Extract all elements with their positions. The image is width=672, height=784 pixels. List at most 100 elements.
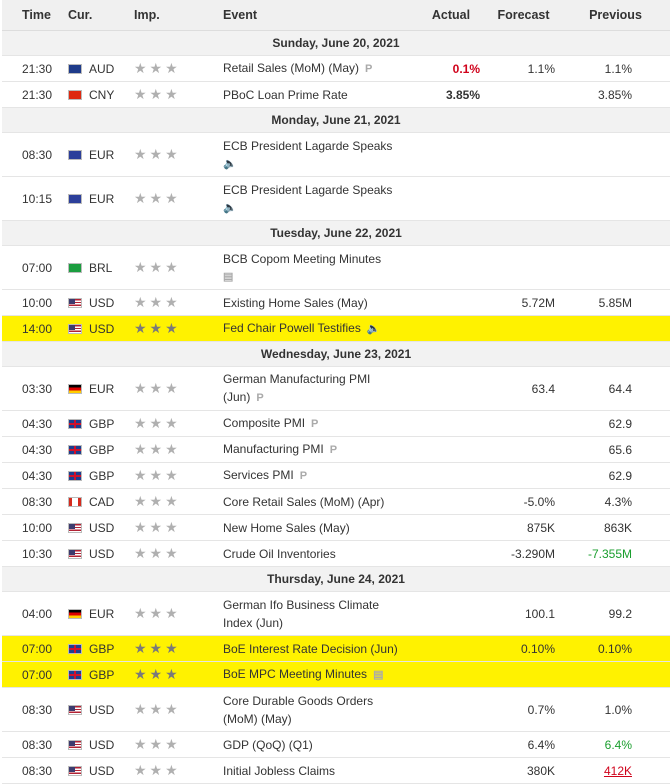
event-link-cont[interactable]: (MoM) (May): [223, 711, 292, 726]
col-event-header[interactable]: Event: [223, 0, 416, 31]
table-row[interactable]: 04:00 EUR ★★★ German Ifo Business Climat…: [2, 591, 670, 636]
col-importance-header[interactable]: Imp.: [134, 0, 223, 31]
previous-value: [561, 176, 670, 221]
event-link[interactable]: Fed Chair Powell Testifies: [223, 321, 361, 335]
star-rating-icon: ★★★: [134, 493, 181, 509]
forecast-value: [486, 462, 561, 489]
preliminary-release-icon: P: [365, 63, 373, 75]
currency-code: EUR: [89, 606, 115, 621]
date-label: Wednesday, June 23, 2021: [2, 341, 670, 367]
event-link[interactable]: BCB Copom Meeting Minutes: [223, 251, 382, 266]
event-link[interactable]: New Home Sales (May): [223, 520, 350, 535]
table-row[interactable]: 07:00 BRL ★★★ BCB Copom Meeting Minutes ▤: [2, 245, 670, 290]
table-row[interactable]: 21:30 CNY ★★★ PBoC Loan Prime Rate 3.85%…: [2, 81, 670, 108]
event-time: 10:00: [2, 289, 68, 316]
table-row-highlighted[interactable]: 07:00 GBP ★★★ BoE MPC Meeting Minutes ▤: [2, 661, 670, 688]
event-name-cell: ECB President Lagarde Speaks 🔈: [223, 132, 416, 177]
event-time: 08:30: [2, 687, 68, 732]
usa-flag-icon: [68, 704, 82, 715]
table-row[interactable]: 10:00 USD ★★★ New Home Sales (May) 875K …: [2, 514, 670, 541]
event-link-cont[interactable]: (Jun): [223, 390, 251, 404]
event-link[interactable]: Core Durable Goods Orders: [223, 693, 374, 708]
table-row[interactable]: 10:30 USD ★★★ Crude Oil Inventories -3.2…: [2, 540, 670, 567]
event-importance: ★★★: [134, 176, 223, 221]
col-currency-header[interactable]: Cur.: [68, 0, 134, 31]
table-row[interactable]: 08:30 CAD ★★★ Core Retail Sales (MoM) (A…: [2, 488, 670, 515]
event-link-cont[interactable]: Index (Jun): [223, 615, 284, 630]
event-link[interactable]: German Ifo Business Climate: [223, 597, 380, 612]
previous-value: 64.4: [561, 366, 670, 411]
event-link[interactable]: PBoC Loan Prime Rate: [223, 87, 348, 102]
event-link[interactable]: ECB President Lagarde Speaks: [223, 182, 393, 197]
currency-code: CNY: [89, 87, 115, 102]
table-row[interactable]: 08:30 USD ★★★ GDP (QoQ) (Q1) 6.4% 6.4%: [2, 731, 670, 758]
table-row[interactable]: 08:30 EUR ★★★ ECB President Lagarde Spea…: [2, 132, 670, 177]
table-row[interactable]: 04:30 GBP ★★★ Composite PMI P 62.9: [2, 410, 670, 437]
event-link[interactable]: GDP (QoQ) (Q1): [223, 737, 313, 752]
event-currency: EUR: [68, 366, 134, 411]
china-flag-icon: [68, 89, 82, 100]
event-link[interactable]: BoE MPC Meeting Minutes: [223, 667, 368, 681]
event-name-cell: German Ifo Business Climate Index (Jun): [223, 591, 416, 636]
star-rating-icon: ★★★: [134, 605, 181, 621]
star-rating-icon: ★★★: [134, 146, 181, 162]
forecast-value: [486, 132, 561, 177]
forecast-value: 1.1%: [486, 55, 561, 82]
star-rating-icon: ★★★: [134, 545, 181, 561]
event-link[interactable]: Core Retail Sales (MoM) (Apr): [223, 494, 385, 509]
forecast-value: 63.4: [486, 366, 561, 411]
previous-value: 62.9: [561, 410, 670, 437]
event-link[interactable]: Manufacturing PMI: [223, 442, 324, 456]
brazil-flag-icon: [68, 262, 82, 273]
event-name-cell: Fed Chair Powell Testifies 🔈: [223, 315, 416, 342]
table-row[interactable]: 04:30 GBP ★★★ Manufacturing PMI P 65.6: [2, 436, 670, 463]
event-link[interactable]: Retail Sales (MoM) (May): [223, 61, 360, 75]
preliminary-release-icon: P: [256, 392, 264, 404]
table-row[interactable]: 08:30 USD ★★★ Core Durable Goods Orders (…: [2, 687, 670, 732]
actual-value: [416, 410, 486, 437]
event-link[interactable]: Crude Oil Inventories: [223, 546, 336, 561]
table-row[interactable]: 08:30 USD ★★★ Initial Jobless Claims 380…: [2, 757, 670, 784]
actual-value: [416, 757, 486, 784]
currency-code: USD: [89, 737, 115, 752]
date-label: Thursday, June 24, 2021: [2, 566, 670, 592]
event-time: 21:30: [2, 81, 68, 108]
uk-flag-icon: [68, 669, 82, 680]
col-forecast-header[interactable]: Forecast: [486, 0, 561, 31]
event-currency: GBP: [68, 410, 134, 437]
star-rating-icon: ★★★: [134, 190, 181, 206]
event-currency: USD: [68, 315, 134, 342]
event-link[interactable]: BoE Interest Rate Decision (Jun): [223, 641, 398, 656]
col-actual-header[interactable]: Actual: [416, 0, 486, 31]
event-time: 10:00: [2, 514, 68, 541]
report-icon: ▤: [373, 669, 384, 681]
event-importance: ★★★: [134, 55, 223, 82]
table-row-highlighted[interactable]: 07:00 GBP ★★★ BoE Interest Rate Decision…: [2, 635, 670, 662]
forecast-value: 100.1: [486, 591, 561, 636]
event-link[interactable]: Initial Jobless Claims: [223, 763, 336, 778]
event-importance: ★★★: [134, 635, 223, 662]
table-row-highlighted[interactable]: 14:00 USD ★★★ Fed Chair Powell Testifies…: [2, 315, 670, 342]
event-link[interactable]: ECB President Lagarde Speaks: [223, 138, 393, 153]
event-link[interactable]: Composite PMI: [223, 416, 306, 430]
event-importance: ★★★: [134, 289, 223, 316]
currency-code: USD: [89, 520, 115, 535]
table-row[interactable]: 21:30 AUD ★★★ Retail Sales (MoM) (May) P …: [2, 55, 670, 82]
col-previous-header[interactable]: Previous: [561, 0, 670, 31]
usa-flag-icon: [68, 522, 82, 533]
table-row[interactable]: 03:30 EUR ★★★ German Manufacturing PMI (J…: [2, 366, 670, 411]
canada-flag-icon: [68, 496, 82, 507]
speech-icon: 🔈: [223, 201, 237, 214]
event-link[interactable]: Services PMI: [223, 468, 294, 482]
event-currency: USD: [68, 514, 134, 541]
event-link[interactable]: Existing Home Sales (May): [223, 295, 368, 310]
table-row[interactable]: 04:30 GBP ★★★ Services PMI P 62.9: [2, 462, 670, 489]
event-currency: AUD: [68, 55, 134, 82]
actual-value: [416, 366, 486, 411]
col-time-header[interactable]: Time: [2, 0, 68, 31]
event-link[interactable]: German Manufacturing PMI: [223, 372, 371, 386]
table-row[interactable]: 10:15 EUR ★★★ ECB President Lagarde Spea…: [2, 176, 670, 221]
event-name-cell: ECB President Lagarde Speaks 🔈: [223, 176, 416, 221]
star-rating-icon: ★★★: [134, 415, 181, 431]
table-row[interactable]: 10:00 USD ★★★ Existing Home Sales (May) …: [2, 289, 670, 316]
